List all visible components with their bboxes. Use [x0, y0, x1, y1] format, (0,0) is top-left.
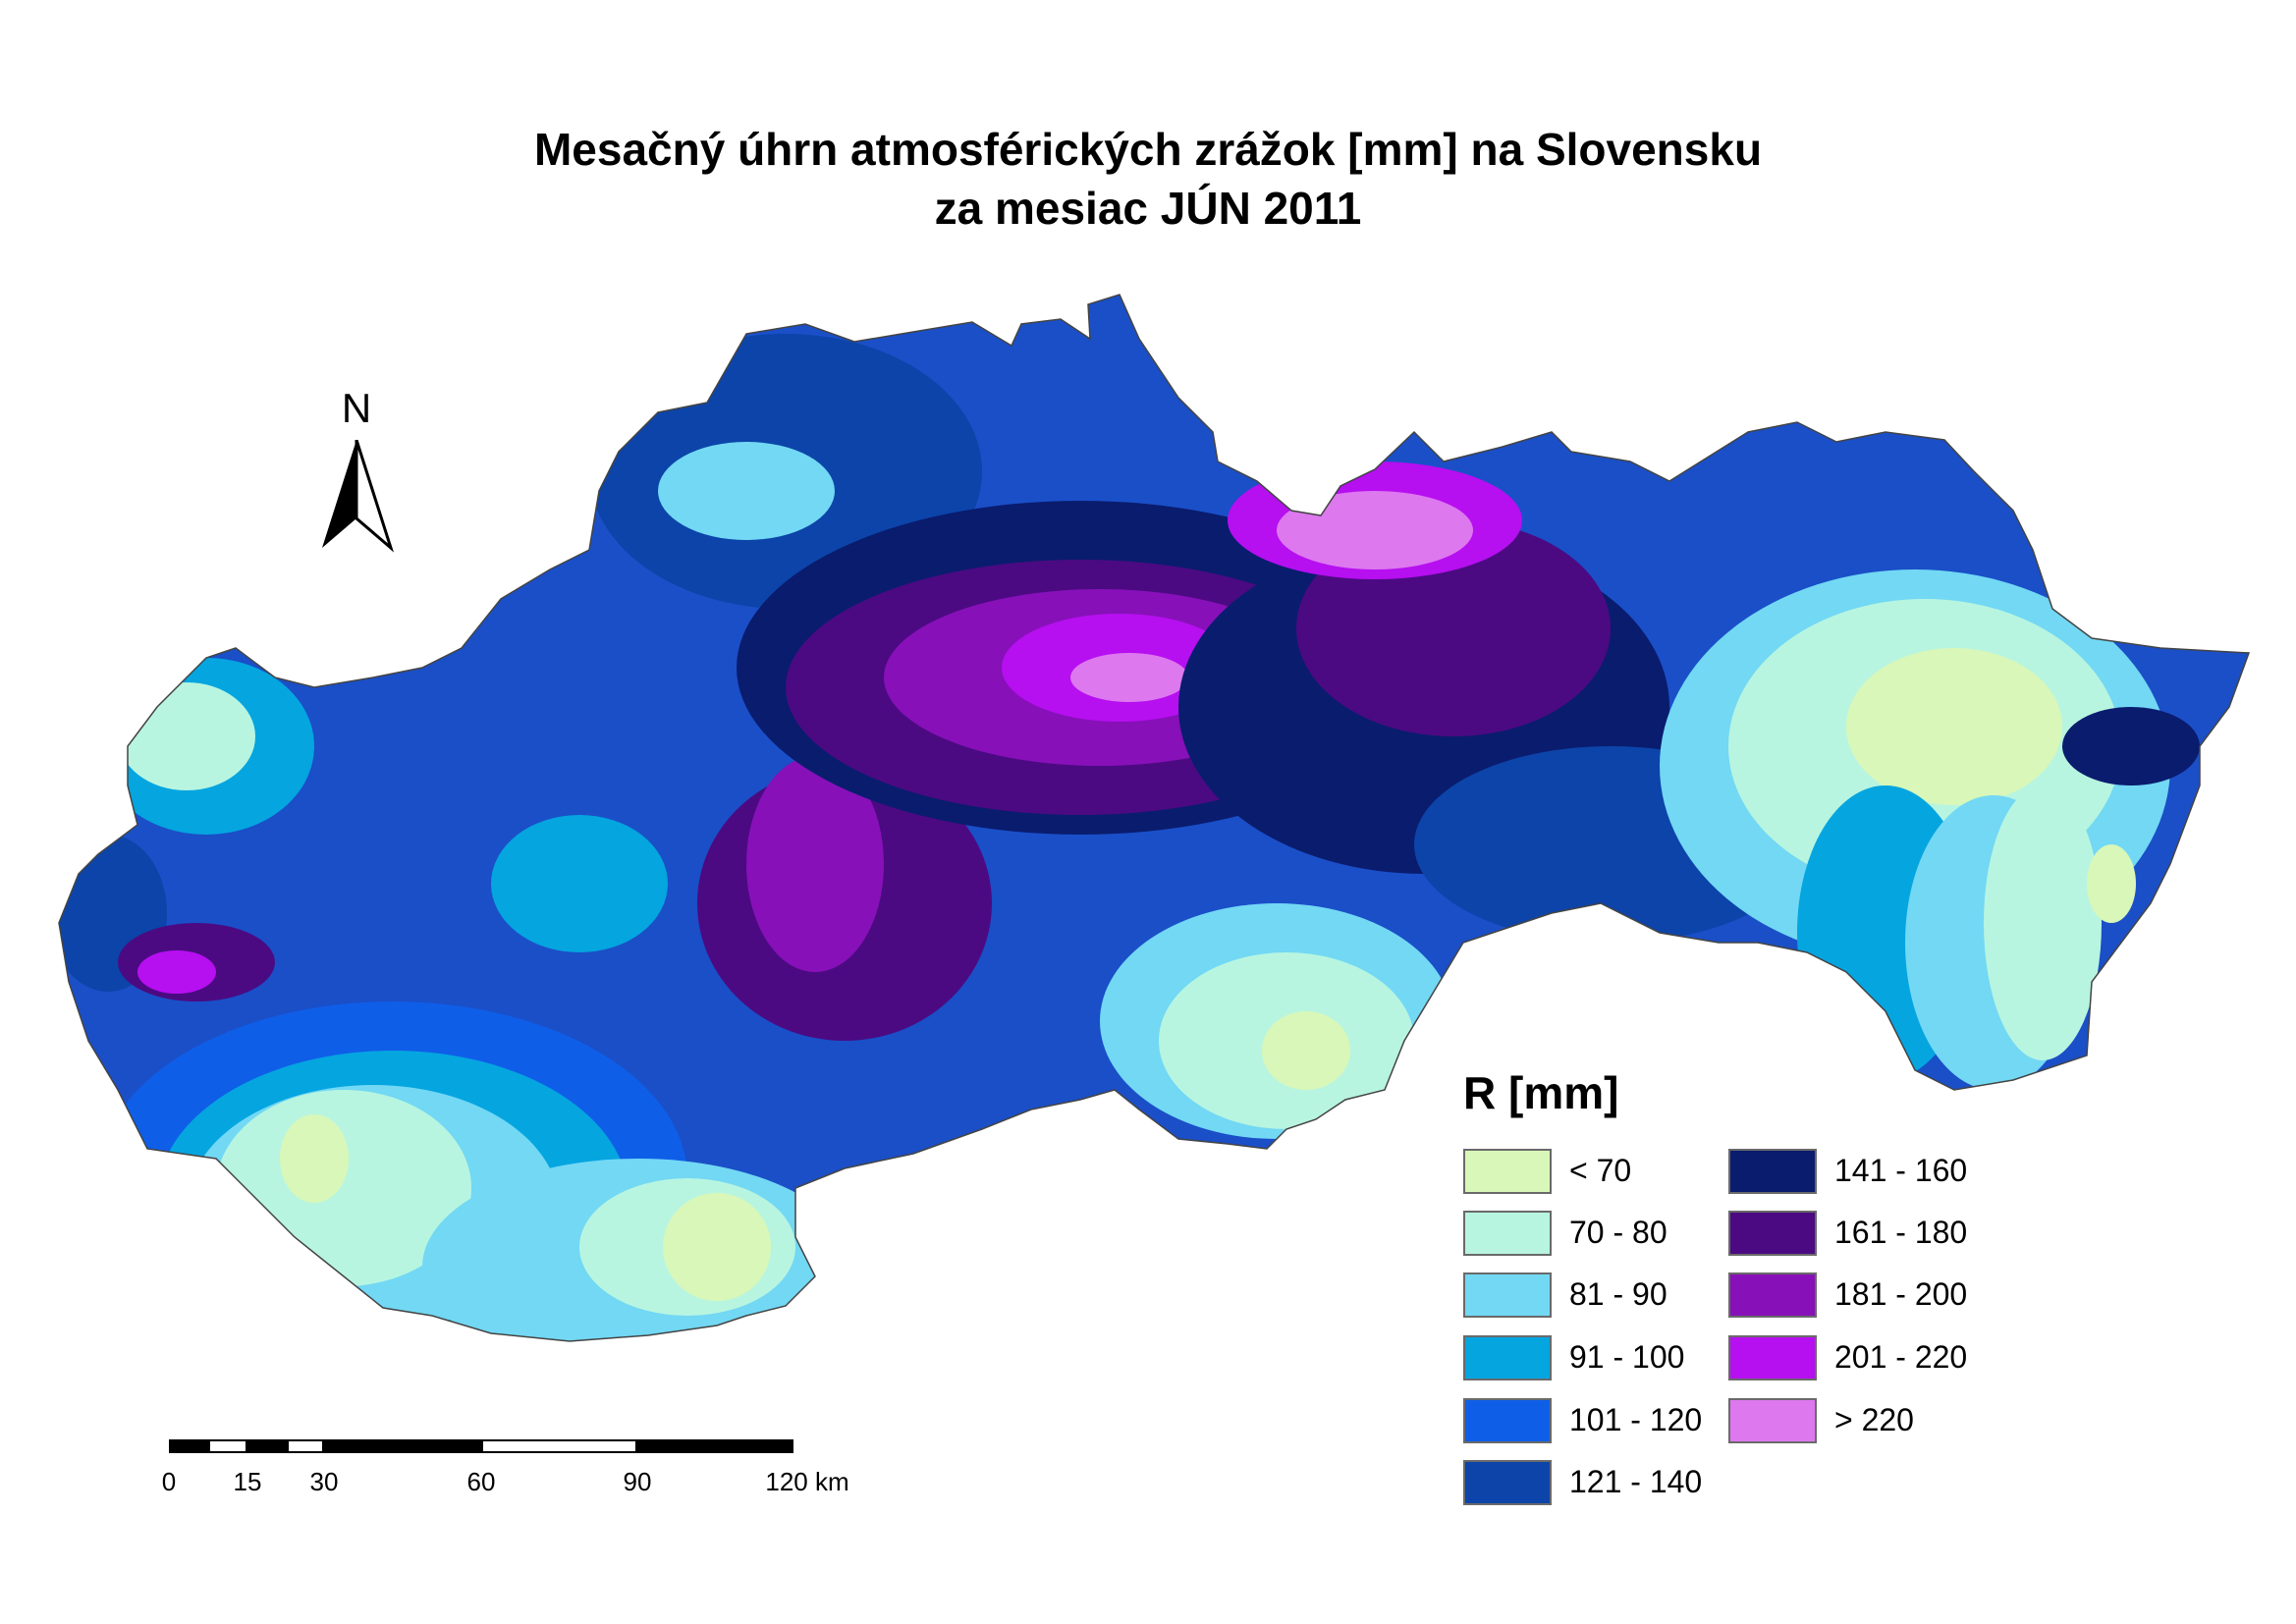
scale-tick-label: 30 — [309, 1467, 339, 1496]
legend-label: 141 - 160 — [1834, 1153, 1968, 1188]
legend-item: < 70 — [1463, 1149, 1738, 1196]
legend-label: 161 - 180 — [1834, 1215, 1968, 1250]
legend-swatch — [1463, 1272, 1552, 1318]
legend-label: 91 - 100 — [1569, 1339, 1685, 1375]
legend-item: 91 - 100 — [1463, 1335, 1738, 1382]
legend-item: 121 - 140 — [1463, 1460, 1738, 1507]
scale-tick-label: 15 — [233, 1467, 262, 1496]
legend-label: 201 - 220 — [1834, 1339, 1968, 1375]
scale-tick-label: 0 — [161, 1467, 177, 1496]
north-arrow-icon — [322, 440, 395, 553]
legend-title: R [mm] — [1463, 1067, 1619, 1118]
legend-swatch — [1728, 1335, 1817, 1380]
legend-label: 101 - 120 — [1569, 1402, 1703, 1437]
scale-segment — [208, 1439, 247, 1453]
scale-segment — [287, 1439, 324, 1453]
legend-item: 141 - 160 — [1728, 1149, 2003, 1196]
legend-label: 70 - 80 — [1569, 1215, 1667, 1250]
legend-swatch — [1728, 1398, 1817, 1443]
scale-tick-label: 60 — [466, 1467, 496, 1496]
scale-tick-label: 90 — [623, 1467, 652, 1496]
legend-swatch — [1728, 1149, 1817, 1194]
north-label: N — [341, 385, 372, 431]
scale-bar: 0 15 30 60 90 120 km — [157, 1439, 864, 1508]
map-title: Mesačný úhrn atmosférických zrážok [mm] … — [0, 120, 2296, 238]
legend-swatch — [1463, 1335, 1552, 1380]
legend-label: < 70 — [1569, 1153, 1632, 1188]
legend-item: 161 - 180 — [1728, 1211, 2003, 1258]
scale-track — [169, 1439, 793, 1453]
legend-item: 81 - 90 — [1463, 1272, 1738, 1320]
map-title-line1: Mesačný úhrn atmosférických zrážok [mm] … — [533, 124, 1763, 175]
scale-segment — [637, 1439, 793, 1453]
legend-label: 81 - 90 — [1569, 1276, 1667, 1312]
legend-swatch — [1728, 1272, 1817, 1318]
map-title-line2: za mesiac JÚN 2011 — [934, 183, 1362, 234]
scale-segment — [481, 1439, 637, 1453]
legend-item: > 220 — [1728, 1398, 2003, 1445]
legend: R [mm] < 70 70 - 80 81 - 90 91 - 100 101… — [1463, 1066, 2013, 1518]
legend-swatch — [1463, 1149, 1552, 1194]
legend-swatch — [1463, 1211, 1552, 1256]
legend-label: > 220 — [1834, 1402, 1914, 1437]
legend-label: 121 - 140 — [1569, 1464, 1703, 1499]
legend-label: 181 - 200 — [1834, 1276, 1968, 1312]
scale-segment — [247, 1439, 287, 1453]
legend-item: 181 - 200 — [1728, 1272, 2003, 1320]
legend-item: 70 - 80 — [1463, 1211, 1738, 1258]
legend-swatch — [1728, 1211, 1817, 1256]
legend-item: 201 - 220 — [1728, 1335, 2003, 1382]
legend-swatch — [1463, 1460, 1552, 1505]
north-arrow: N — [312, 385, 401, 571]
legend-swatch — [1463, 1398, 1552, 1443]
scale-segment — [169, 1439, 208, 1453]
scale-tick-label: 120 km — [765, 1467, 849, 1496]
scale-segment — [324, 1439, 481, 1453]
legend-item: 101 - 120 — [1463, 1398, 1738, 1445]
